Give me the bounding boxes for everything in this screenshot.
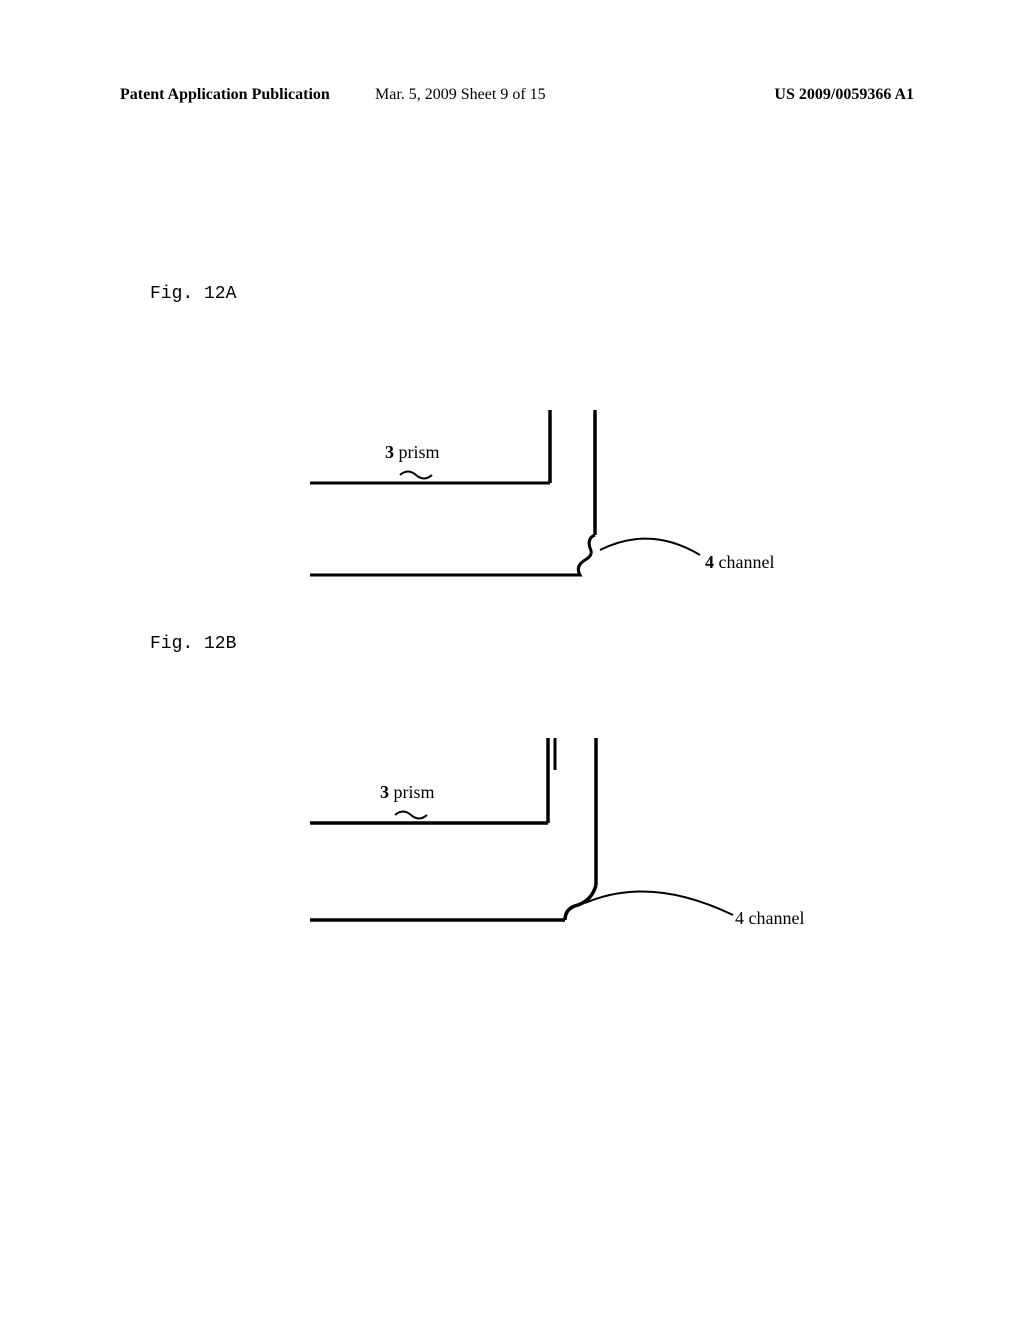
prism-number-12a: 3 xyxy=(385,442,394,462)
channel-number-12a: 4 xyxy=(705,552,714,572)
figure-12a: 3 prism 4 channel xyxy=(280,400,800,610)
prism-text-12a: prism xyxy=(394,442,440,462)
figure-12a-label: Fig. 12A xyxy=(150,284,236,304)
channel-label-12b: 4 channel xyxy=(735,908,804,929)
figure-12b: 3 prism 4 channel xyxy=(280,720,820,960)
header-date-sheet: Mar. 5, 2009 Sheet 9 of 15 xyxy=(375,86,546,104)
figure-12a-drawing xyxy=(280,400,800,610)
channel-number-12b: 4 xyxy=(735,908,744,928)
channel-text-12a: channel xyxy=(714,552,774,572)
page-header: Patent Application Publication Mar. 5, 2… xyxy=(0,86,1024,104)
channel-text-12b: channel xyxy=(744,908,804,928)
prism-number-12b: 3 xyxy=(380,782,389,802)
header-patent-number: US 2009/0059366 A1 xyxy=(774,86,914,104)
channel-label-12a: 4 channel xyxy=(705,552,774,573)
figure-12b-label: Fig. 12B xyxy=(150,634,236,654)
prism-text-12b: prism xyxy=(389,782,435,802)
prism-label-12b: 3 prism xyxy=(380,782,435,803)
prism-label-12a: 3 prism xyxy=(385,442,440,463)
header-publication: Patent Application Publication xyxy=(120,86,330,104)
